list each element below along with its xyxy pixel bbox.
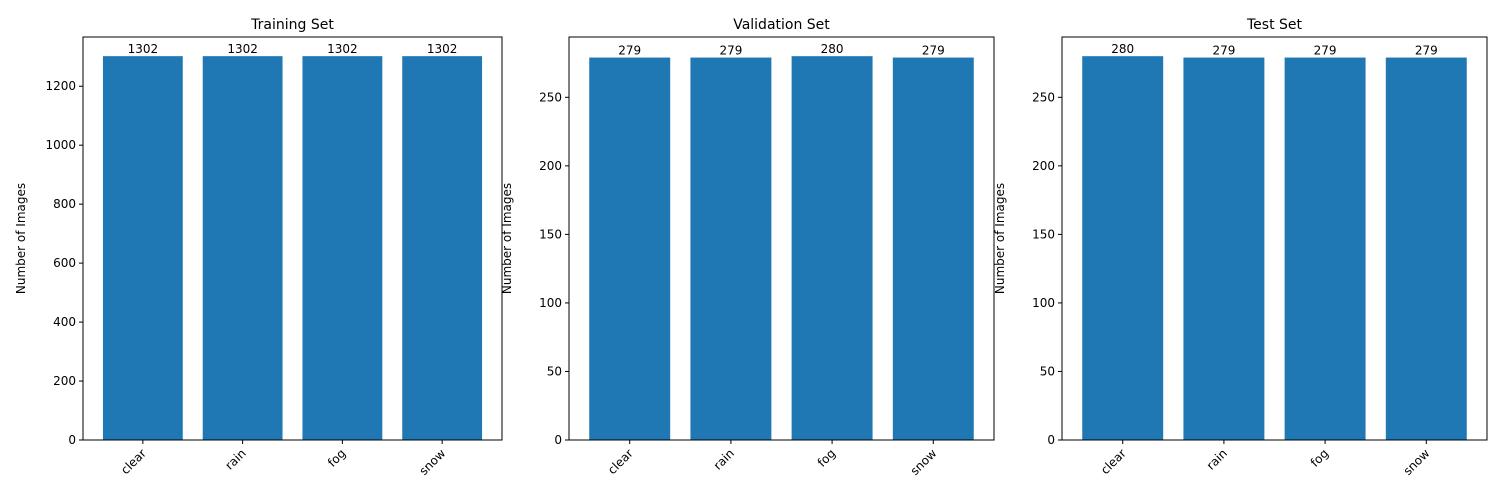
y-tick-label: 200 bbox=[1032, 159, 1055, 173]
y-tick-label: 400 bbox=[53, 315, 76, 329]
subplot-2: 279 279 280 279 0 50 100 150 200 250 clear rain fog s… bbox=[500, 17, 995, 478]
bar-snow bbox=[402, 56, 483, 440]
x-tick-label-fog: fog bbox=[1308, 446, 1331, 469]
chart-title: Training Set bbox=[250, 17, 334, 33]
subplot-1: 1302 1302 1302 1302 0 200 400 600 800 1000 1200 cle… bbox=[14, 17, 503, 478]
data-label-snow: 279 bbox=[1415, 44, 1438, 58]
y-tick-label: 150 bbox=[1032, 227, 1055, 241]
data-label-snow: 1302 bbox=[427, 42, 458, 56]
bar-rain bbox=[690, 57, 772, 441]
y-tick-label: 200 bbox=[539, 159, 562, 173]
data-label-fog: 1302 bbox=[327, 42, 358, 56]
bar-fog bbox=[791, 56, 873, 440]
y-axis-label: Number of Images bbox=[500, 183, 514, 294]
chart-title: Validation Set bbox=[733, 17, 830, 33]
axes-frame bbox=[82, 36, 503, 441]
chart-title: Test Set bbox=[1246, 17, 1303, 33]
x-tick-label-snow: snow bbox=[1401, 446, 1433, 478]
data-label-fog: 279 bbox=[1314, 44, 1337, 58]
x-tick-label-fog: fog bbox=[815, 446, 838, 469]
y-tick-label: 50 bbox=[547, 364, 562, 378]
y-tick-label: 200 bbox=[53, 374, 76, 388]
data-label-clear: 280 bbox=[1111, 42, 1134, 56]
data-label-rain: 279 bbox=[719, 44, 742, 58]
bar-rain bbox=[1183, 57, 1265, 441]
y-tick-label: 0 bbox=[554, 433, 562, 447]
x-tick-label-rain: rain bbox=[1204, 446, 1230, 472]
y-tick-label: 1000 bbox=[45, 138, 76, 152]
bar-fog bbox=[1284, 57, 1366, 441]
y-tick-label: 150 bbox=[539, 227, 562, 241]
x-tick-label-snow: snow bbox=[908, 446, 940, 478]
data-label-snow: 279 bbox=[922, 44, 945, 58]
bar-clear bbox=[1082, 56, 1164, 440]
axes-frame bbox=[1061, 36, 1488, 441]
y-tick-label: 100 bbox=[539, 296, 562, 310]
bar-snow bbox=[892, 57, 974, 441]
x-tick-label-rain: rain bbox=[222, 446, 248, 472]
y-tick-label: 50 bbox=[1040, 364, 1055, 378]
x-tick-label-snow: snow bbox=[416, 446, 448, 478]
bar-rain bbox=[202, 56, 283, 440]
data-label-clear: 1302 bbox=[128, 42, 159, 56]
y-tick-label: 0 bbox=[1047, 433, 1055, 447]
x-tick-label-clear: clear bbox=[1098, 446, 1129, 477]
bar-fog bbox=[302, 56, 383, 440]
y-tick-label: 600 bbox=[53, 256, 76, 270]
y-axis-label: Number of Images bbox=[14, 183, 28, 294]
y-tick-label: 250 bbox=[539, 90, 562, 104]
y-axis-label: Number of Images bbox=[993, 183, 1007, 294]
data-label-rain: 279 bbox=[1212, 44, 1235, 58]
data-label-fog: 280 bbox=[821, 42, 844, 56]
x-tick-label-rain: rain bbox=[711, 446, 737, 472]
subplot-3: 280 279 279 279 0 50 100 150 200 250 clear rain fog s… bbox=[993, 17, 1488, 478]
x-tick-label-clear: clear bbox=[118, 446, 149, 477]
bar-snow bbox=[1385, 57, 1467, 441]
x-tick-label-clear: clear bbox=[605, 446, 636, 477]
x-tick-label-fog: fog bbox=[325, 446, 348, 469]
axes-frame bbox=[568, 36, 995, 441]
y-tick-label: 0 bbox=[68, 433, 76, 447]
bar-clear bbox=[589, 57, 671, 441]
data-label-clear: 279 bbox=[618, 44, 641, 58]
y-tick-label: 800 bbox=[53, 197, 76, 211]
bar-clear bbox=[102, 56, 183, 440]
y-tick-label: 100 bbox=[1032, 296, 1055, 310]
y-tick-label: 1200 bbox=[45, 79, 76, 93]
data-label-rain: 1302 bbox=[227, 42, 258, 56]
y-tick-label: 250 bbox=[1032, 90, 1055, 104]
